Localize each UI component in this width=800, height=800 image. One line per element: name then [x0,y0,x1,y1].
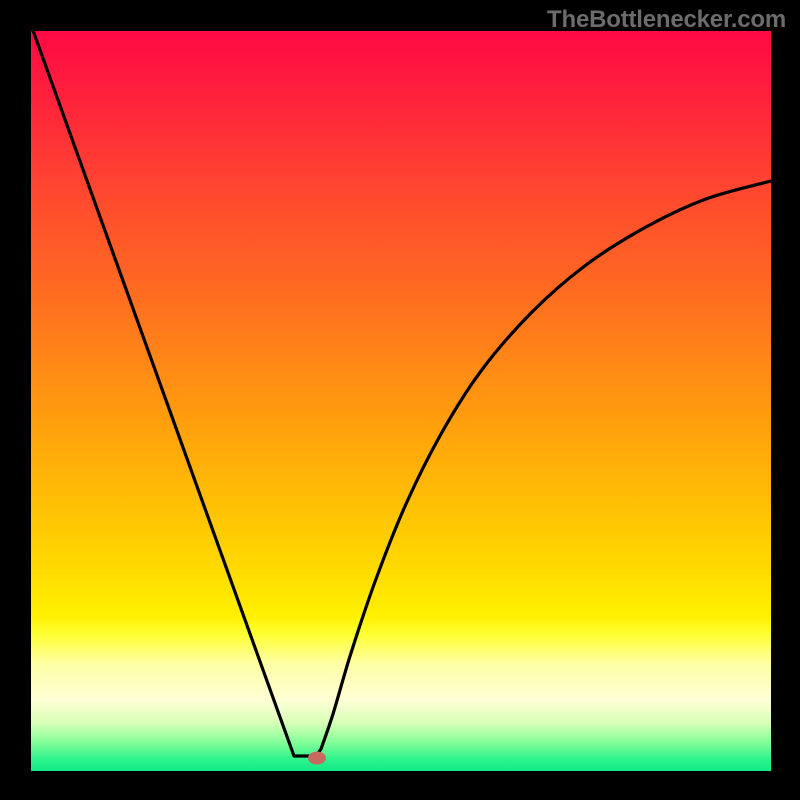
chart-plot-area [31,31,771,771]
sweet-spot-marker [308,752,326,765]
watermark-text: TheBottlenecker.com [547,6,786,34]
chart-background [31,31,771,771]
chart-svg [31,31,771,771]
